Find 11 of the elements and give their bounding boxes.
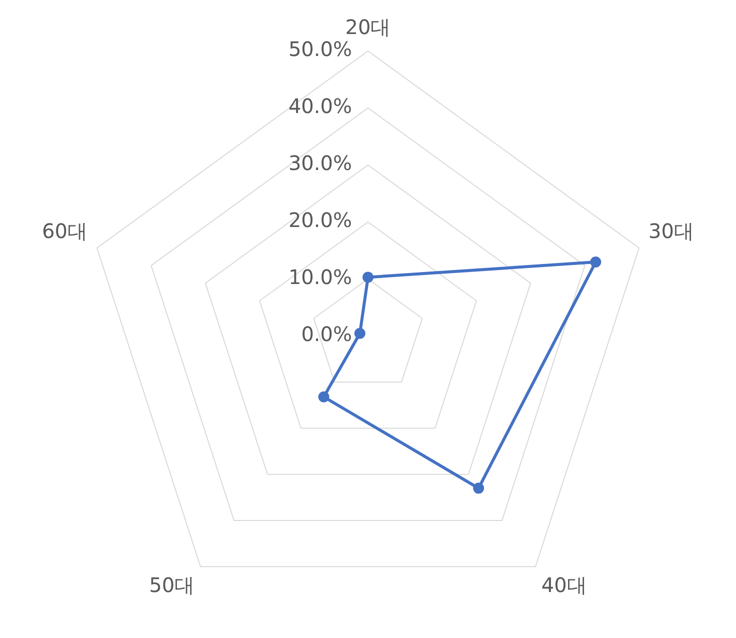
y-tick-label: 10.0%	[288, 265, 352, 290]
spoke-label: 50대	[149, 572, 195, 597]
y-tick-label: 50.0%	[288, 37, 352, 62]
y-tick-label: 40.0%	[288, 94, 352, 118]
spoke-label: 40대	[541, 572, 587, 597]
y-tick-label: 0.0%	[301, 322, 352, 346]
spoke-label: 30대	[648, 219, 694, 244]
spoke-label: 60대	[42, 219, 88, 244]
y-tick-label: 30.0%	[288, 151, 352, 176]
y-tick-label: 20.0%	[288, 208, 352, 232]
spoke-label: 20대	[345, 15, 391, 40]
